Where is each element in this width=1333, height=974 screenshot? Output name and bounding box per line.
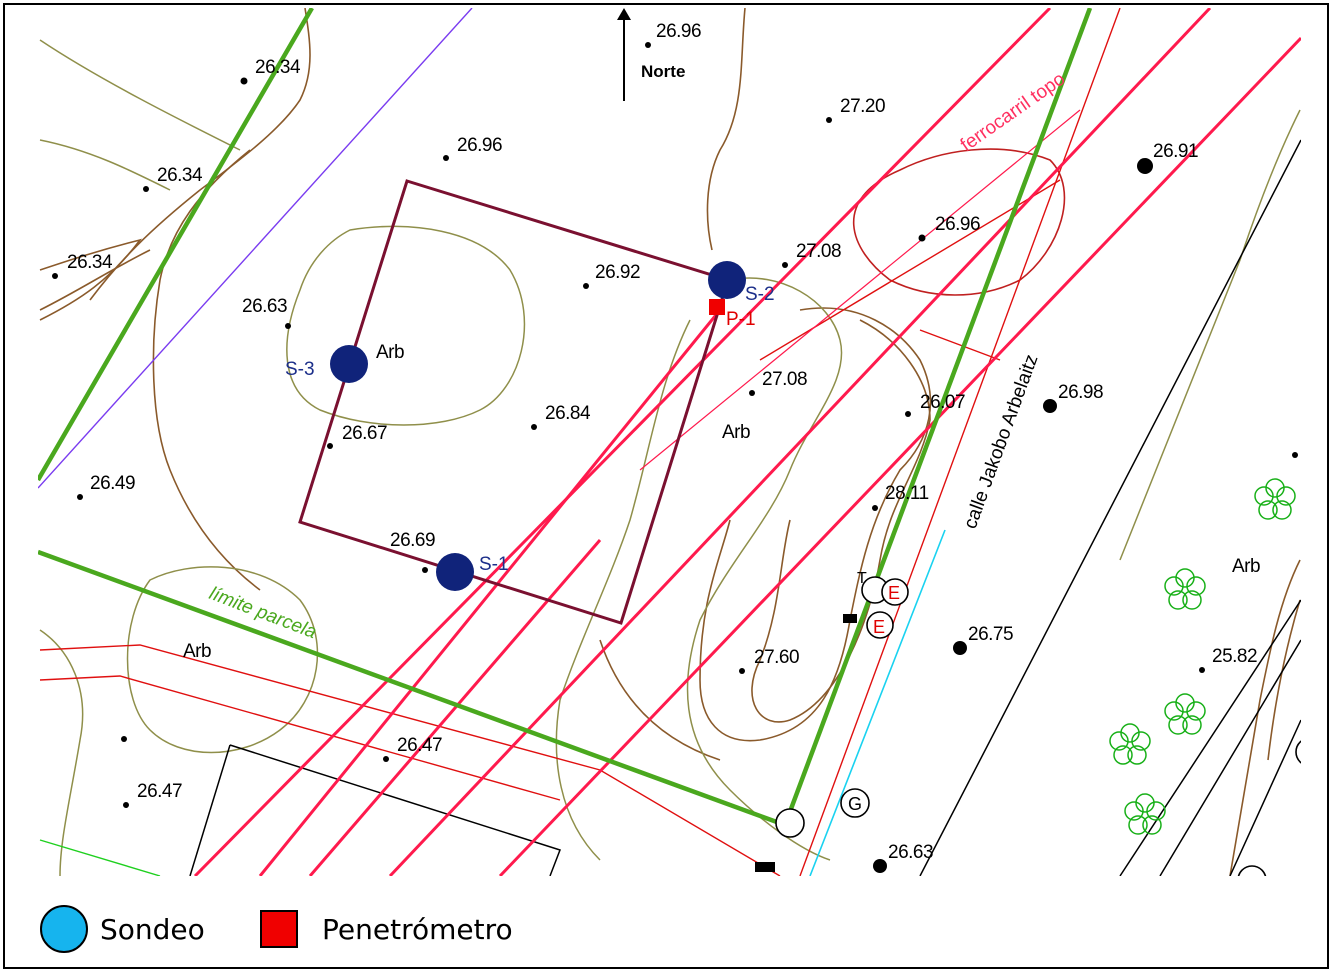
elev-18: 28.11: [885, 483, 929, 504]
elev-2: 26.34: [255, 57, 301, 78]
tree-label-3: Arb: [183, 641, 211, 662]
utility-box-2: [755, 862, 775, 872]
legend-item-penetrometro: Penetrómetro: [260, 910, 513, 948]
elev-25: 26.63: [888, 842, 933, 863]
utility-box-1: [843, 614, 857, 623]
symbol-g: G: [848, 794, 862, 814]
tree-label-1: Arb: [376, 342, 404, 363]
fence-line: [39, 839, 161, 876]
symbol-e-2: E: [873, 617, 885, 637]
site-polygon: [298, 179, 730, 625]
tree-symbols: [1109, 478, 1296, 835]
elev-22: 25.82: [1212, 646, 1257, 667]
elev-9: 26.34: [67, 252, 113, 273]
elev-8: 27.08: [796, 241, 841, 262]
elev-15: 26.84: [545, 403, 591, 424]
sondeo-symbol-icon: [40, 905, 88, 953]
elev-23: 26.47: [397, 735, 442, 756]
label-s3: S-3: [285, 359, 315, 380]
curb-line: [809, 529, 946, 876]
penetrometro-p1: [709, 299, 725, 315]
label-s1: S-1: [479, 554, 509, 575]
elev-13: 26.98: [1058, 382, 1103, 403]
sondeo-s2: [708, 261, 746, 299]
elev-7: 26.96: [935, 214, 980, 235]
legend-item-sondeo: Sondeo: [40, 905, 205, 953]
elev-1: 26.96: [656, 21, 701, 42]
elev-24: 26.47: [137, 781, 182, 802]
parcel-boundary: [38, 8, 1093, 828]
rail-thin-line: [639, 109, 1081, 471]
elev-6: 26.91: [1153, 141, 1198, 162]
elev-4: 26.96: [457, 135, 502, 156]
north-label: Norte: [641, 62, 685, 81]
elev-21: 27.60: [754, 647, 799, 668]
tree-label-2: Arb: [722, 422, 750, 443]
sondeo-s3: [330, 345, 368, 383]
north-arrow: [617, 8, 631, 101]
street-label-calle: calle Jakobo Arbelaitz: [960, 352, 1043, 532]
elev-12: 27.08: [762, 369, 807, 390]
street-lines: [39, 8, 1121, 876]
elev-17: 26.49: [90, 473, 135, 494]
label-s2: S-2: [745, 284, 775, 305]
label-p1: P-1: [726, 309, 756, 330]
symbol-t: T: [857, 570, 867, 587]
elev-20: 26.75: [968, 624, 1013, 645]
legend-label-sondeo: Sondeo: [100, 912, 205, 946]
vegetation-outlines: [39, 39, 1301, 876]
tree-label-4: Arb: [1232, 556, 1260, 577]
legend-label-penetrometro: Penetrómetro: [322, 912, 513, 946]
elev-3: 27.20: [840, 96, 885, 117]
utility-symbols: [775, 576, 1301, 876]
symbol-e-1: E: [888, 583, 900, 603]
utility-line: [38, 8, 473, 489]
elev-19: 26.69: [390, 530, 435, 551]
building-outlines: [189, 139, 1301, 876]
sondeo-s1: [436, 553, 474, 591]
elev-14: 26.07: [920, 392, 965, 413]
elev-5: 26.34: [157, 165, 203, 186]
penetrometro-symbol-icon: [260, 910, 298, 948]
elev-16: 26.67: [342, 423, 387, 444]
elev-10: 26.92: [595, 262, 640, 283]
elevation-dots: [52, 42, 1298, 873]
elev-11: 26.63: [242, 296, 287, 317]
